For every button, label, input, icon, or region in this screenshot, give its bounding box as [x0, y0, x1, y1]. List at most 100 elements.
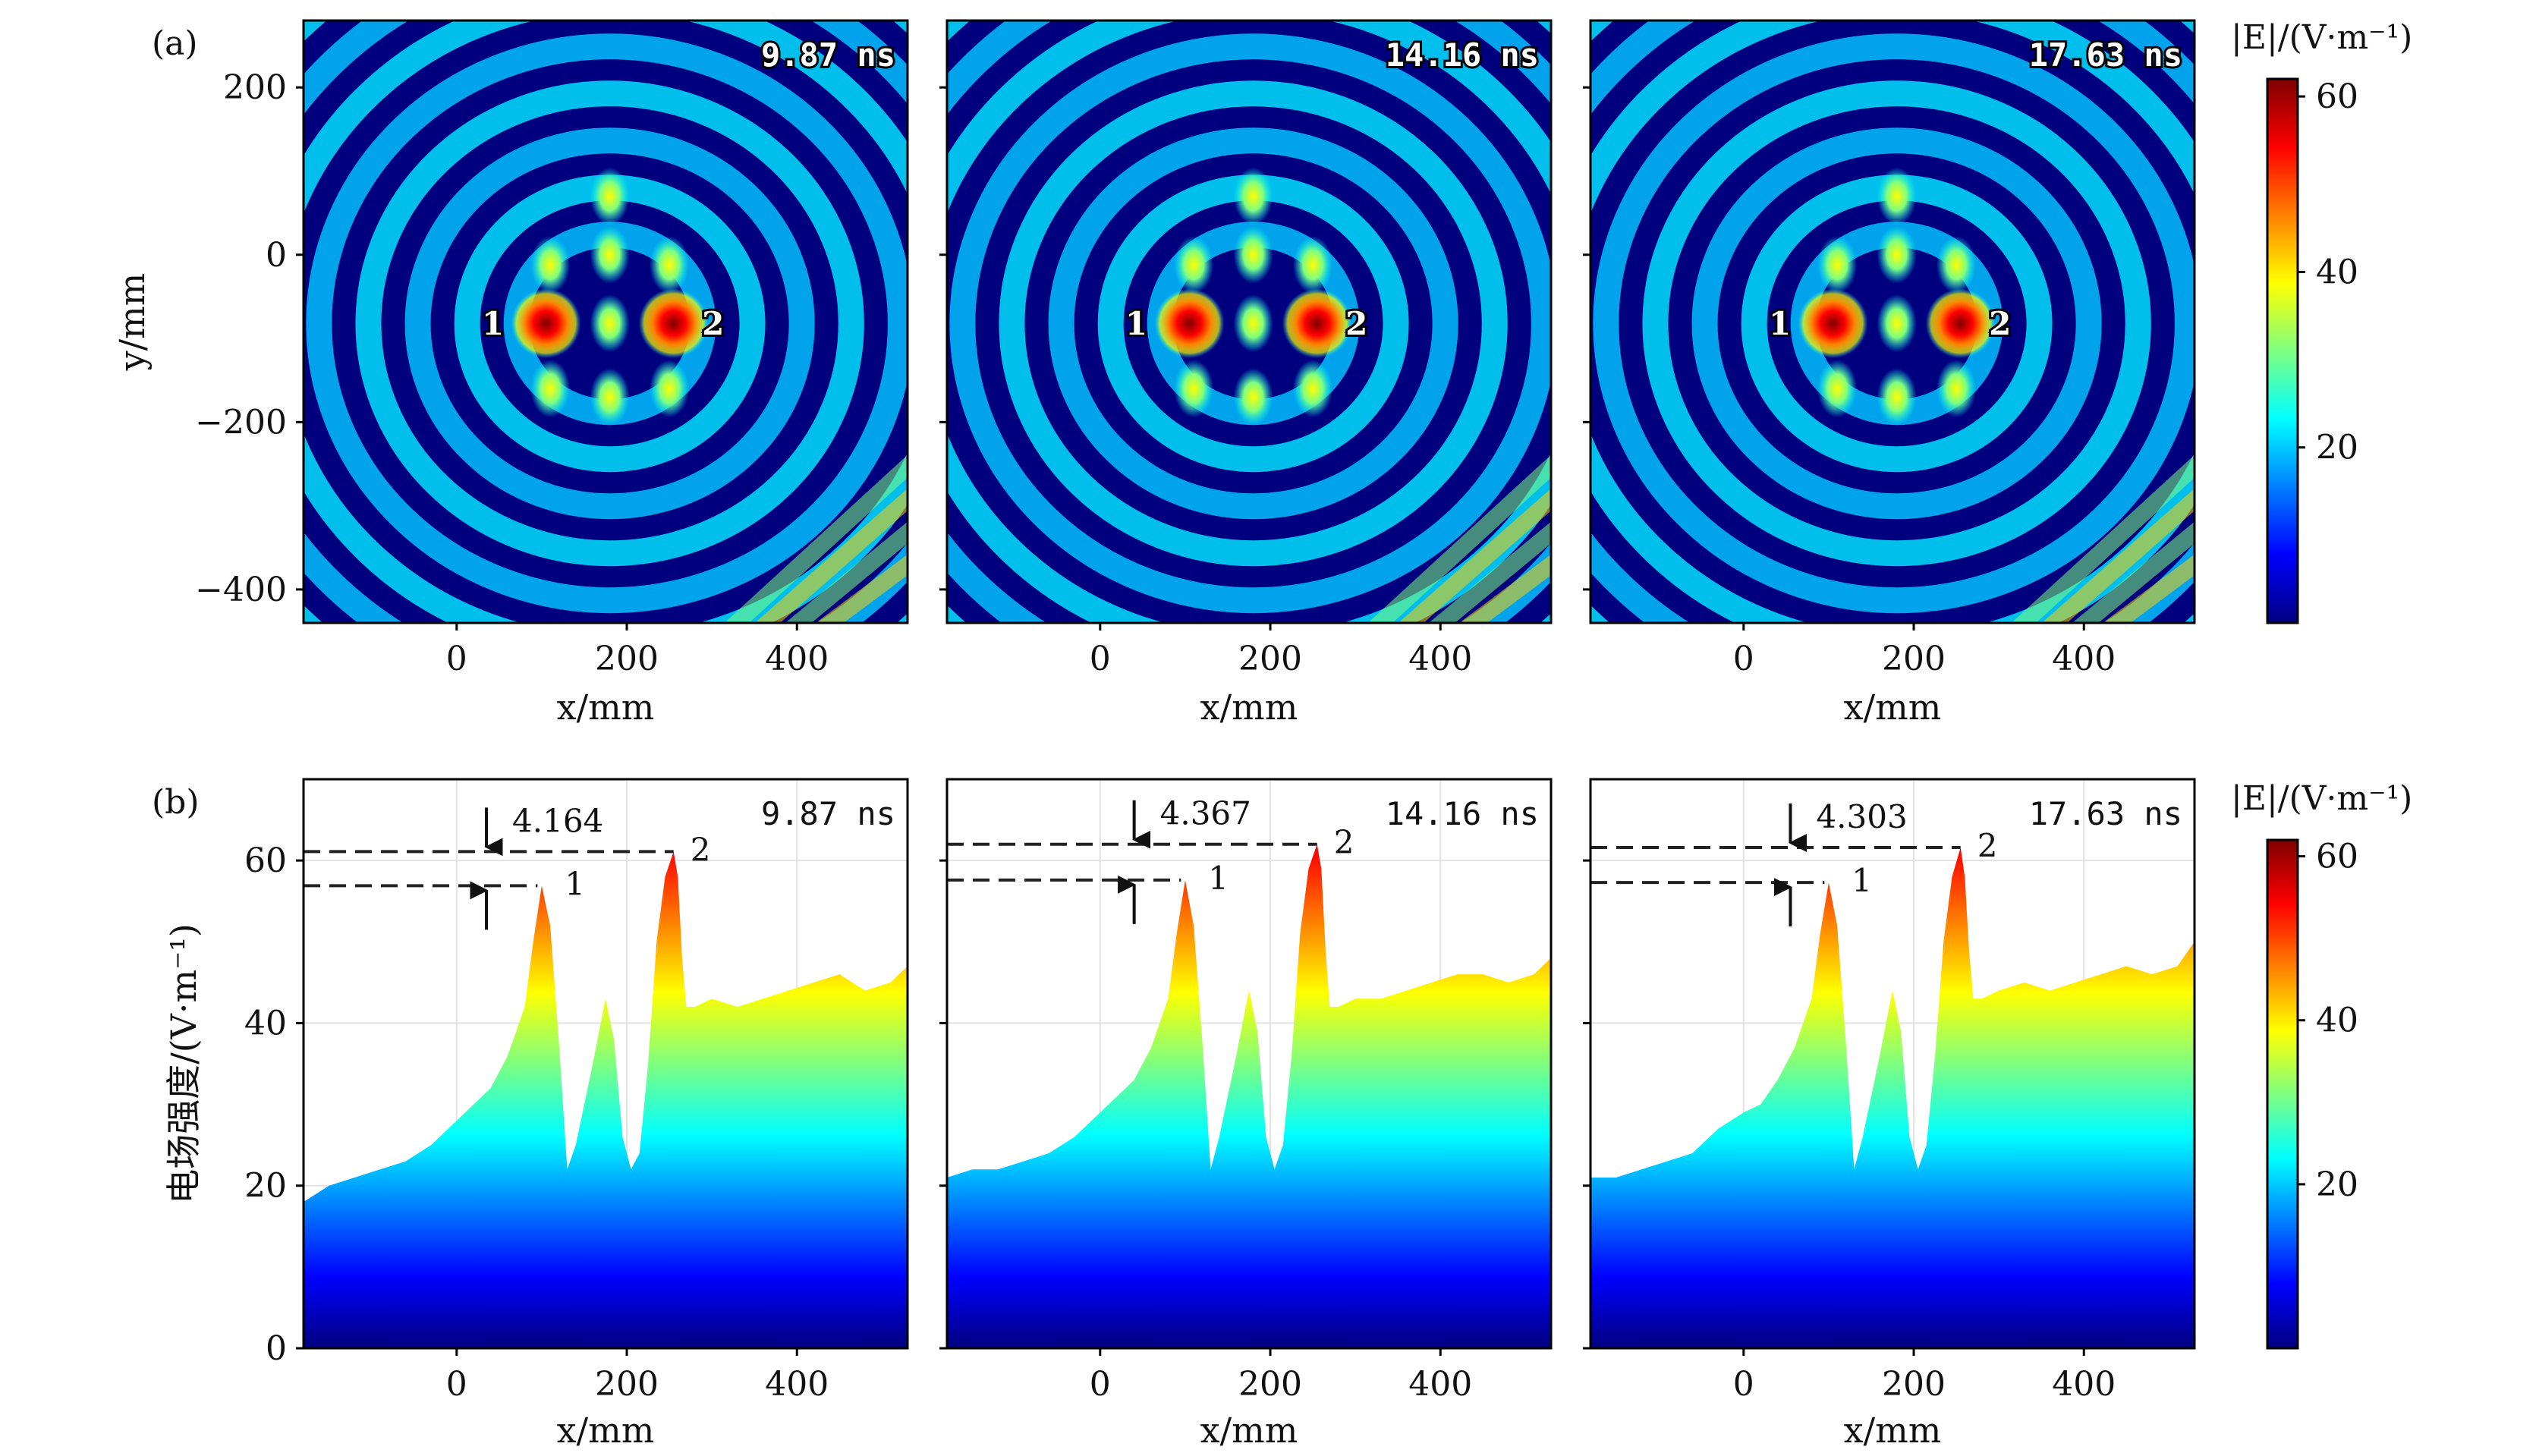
wave-ring — [1593, 33, 2194, 614]
y-tick-label: 40 — [244, 1004, 287, 1042]
colorbar-tick-label: 60 — [2316, 77, 2358, 116]
heatmap-field — [1590, 20, 2194, 623]
colorbar-tick-label: 20 — [2316, 1165, 2358, 1204]
colorbar-gradient — [2266, 77, 2299, 624]
interference-lobe — [530, 360, 571, 418]
heatmap-field — [947, 20, 1551, 623]
source-hotspot — [1282, 288, 1352, 359]
x-axis-label: x/mm — [1844, 687, 1942, 728]
peak-difference-label: 4.164 — [512, 802, 603, 839]
colorbar-tick-label: 40 — [2316, 1002, 2358, 1040]
x-tick-label: 400 — [765, 640, 829, 678]
time-label: 17.63 ns — [2029, 36, 2182, 74]
x-tick-label: 0 — [446, 640, 467, 678]
source-label: 2 — [1345, 305, 1367, 342]
y-tick-label: 0 — [266, 1329, 287, 1368]
x-axis-label: x/mm — [1200, 687, 1298, 728]
y-tick-label: 60 — [244, 841, 287, 880]
heatmap-panel: 1 2 9.87 ns 0 200 400 x/mm 200 0 −200 −400 y/mm — [112, 19, 909, 728]
source-hotspot — [1154, 288, 1225, 359]
wave-band — [2041, 488, 2194, 623]
colorbar-title: |E|/(V·m⁻¹) — [2231, 18, 2412, 57]
plot-area — [1590, 779, 2194, 1348]
wave-band — [724, 454, 908, 623]
wave-ring — [1048, 127, 1458, 520]
interference-lobe — [1293, 236, 1333, 294]
interference-lobe — [1233, 167, 1273, 225]
wave-band — [2103, 554, 2194, 623]
y-tick-label: 200 — [223, 68, 287, 107]
plot-area — [947, 779, 1551, 1348]
source-label: 2 — [702, 305, 724, 342]
peak2-label: 2 — [1334, 824, 1354, 861]
interference-lobe — [530, 236, 571, 294]
y-tick-label: 0 — [266, 236, 287, 275]
plot-frame — [1589, 778, 2196, 1350]
x-tick-label: 400 — [765, 1365, 829, 1404]
y-axis-label: 电场强度/(V·m⁻¹) — [163, 923, 204, 1204]
interference-lobe — [1877, 294, 1917, 353]
time-label: 14.16 ns — [1386, 795, 1539, 832]
x-tick-label: 200 — [595, 640, 659, 678]
interference-lobe — [1174, 360, 1214, 418]
plot-frame — [1589, 19, 2196, 624]
plot-frame — [945, 19, 1553, 624]
peak1-label: 1 — [1852, 862, 1872, 899]
wave-ring — [355, 80, 864, 567]
x-tick-label: 400 — [1408, 640, 1472, 678]
x-tick-label: 200 — [1882, 1365, 1946, 1404]
colorbar-title: |E|/(V·m⁻¹) — [2231, 779, 2412, 818]
x-tick-label: 0 — [1733, 1365, 1754, 1404]
y-tick-label: −400 — [195, 571, 287, 609]
source-label: 1 — [482, 305, 504, 342]
interference-lobe — [590, 167, 630, 225]
interference-lobe — [1233, 225, 1273, 284]
wave-band — [754, 488, 908, 623]
x-tick-label: 200 — [1882, 640, 1946, 678]
interference-lobe — [1293, 360, 1333, 418]
wave-ring — [1691, 127, 2102, 520]
x-tick-label: 400 — [2052, 1365, 2116, 1404]
interference-lobe — [1233, 294, 1273, 353]
colorbar-gradient — [2266, 838, 2299, 1350]
panel-label-a: (a) — [152, 24, 198, 63]
colorbar-tick-label: 60 — [2316, 838, 2358, 876]
colorbar-tick-label: 20 — [2316, 429, 2358, 467]
source-label: 1 — [1125, 305, 1147, 342]
y-tick-label: −200 — [195, 403, 287, 442]
wave-ring — [306, 33, 908, 614]
interference-lobe — [590, 225, 630, 284]
interference-lobe — [1877, 167, 1917, 225]
x-tick-label: 0 — [1090, 640, 1111, 678]
field-area — [1590, 847, 2194, 1348]
x-tick-label: 200 — [595, 1365, 659, 1404]
wave-band — [1459, 554, 1551, 623]
wave-ring — [949, 33, 1551, 614]
interference-lobe — [1936, 360, 1977, 418]
plot-frame — [945, 778, 1553, 1350]
time-label: 17.63 ns — [2029, 795, 2182, 832]
x-tick-label: 0 — [1090, 1365, 1111, 1404]
plot-frame — [302, 778, 909, 1350]
colorbar: 20 40 60 |E|/(V·m⁻¹) — [2231, 779, 2412, 1350]
area-panel: 4.164 1 2 9.87 ns 0 200 400 x/mm 0 20 40 60 电场强度/(V·… — [163, 778, 909, 1451]
peak-difference-label: 4.367 — [1160, 795, 1251, 832]
x-tick-label: 200 — [1238, 640, 1302, 678]
x-axis-label: x/mm — [1844, 1410, 1942, 1451]
wave-ring — [999, 80, 1508, 567]
interference-lobe — [1233, 368, 1273, 426]
x-tick-label: 400 — [2052, 640, 2116, 678]
interference-lobe — [1936, 236, 1977, 294]
source-hotspot — [638, 288, 709, 359]
heatmap-panel: 1 2 14.16 ns 0 200 400 x/mm — [939, 19, 1553, 728]
time-label: 14.16 ns — [1386, 36, 1539, 74]
peak2-label: 2 — [691, 831, 711, 868]
x-tick-label: 0 — [446, 1365, 467, 1404]
plot-frame — [302, 19, 909, 624]
colorbar: 20 40 60 |E|/(V·m⁻¹) — [2231, 18, 2412, 624]
source-hotspot — [511, 288, 581, 359]
wave-ring — [404, 127, 815, 520]
interference-lobe — [1877, 368, 1917, 426]
